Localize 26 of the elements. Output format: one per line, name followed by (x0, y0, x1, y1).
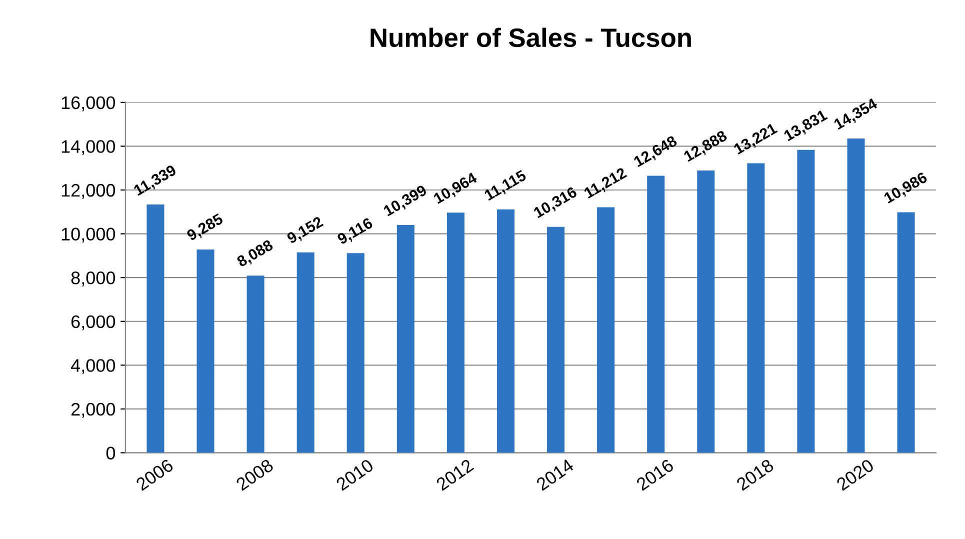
y-tick-label: 6,000 (71, 315, 116, 330)
y-tick-label: 16,000 (62, 96, 116, 112)
y-tick-label: 4,000 (70, 359, 116, 374)
bar (547, 226, 565, 453)
bar (847, 138, 865, 453)
y-tick-label: 2,000 (71, 402, 116, 418)
y-tick-label: 8,000 (71, 272, 116, 286)
bar (296, 252, 314, 453)
bar (346, 253, 364, 453)
bar (697, 170, 715, 453)
bar (797, 150, 815, 453)
y-tick-label: 0 (106, 446, 116, 460)
bar (647, 176, 665, 453)
bar (496, 209, 514, 453)
y-tick-label: 14,000 (62, 140, 116, 156)
bar (146, 204, 164, 453)
y-tick-label: 10,000 (62, 228, 116, 243)
bar (747, 163, 765, 453)
chart-title: Number of Sales - Tucson (370, 28, 691, 48)
bar (897, 212, 915, 453)
bar (246, 276, 264, 453)
bar (196, 249, 214, 453)
y-tick-label: 12,000 (62, 184, 116, 199)
bar (396, 225, 414, 453)
bar (597, 207, 615, 453)
bar (446, 212, 464, 453)
